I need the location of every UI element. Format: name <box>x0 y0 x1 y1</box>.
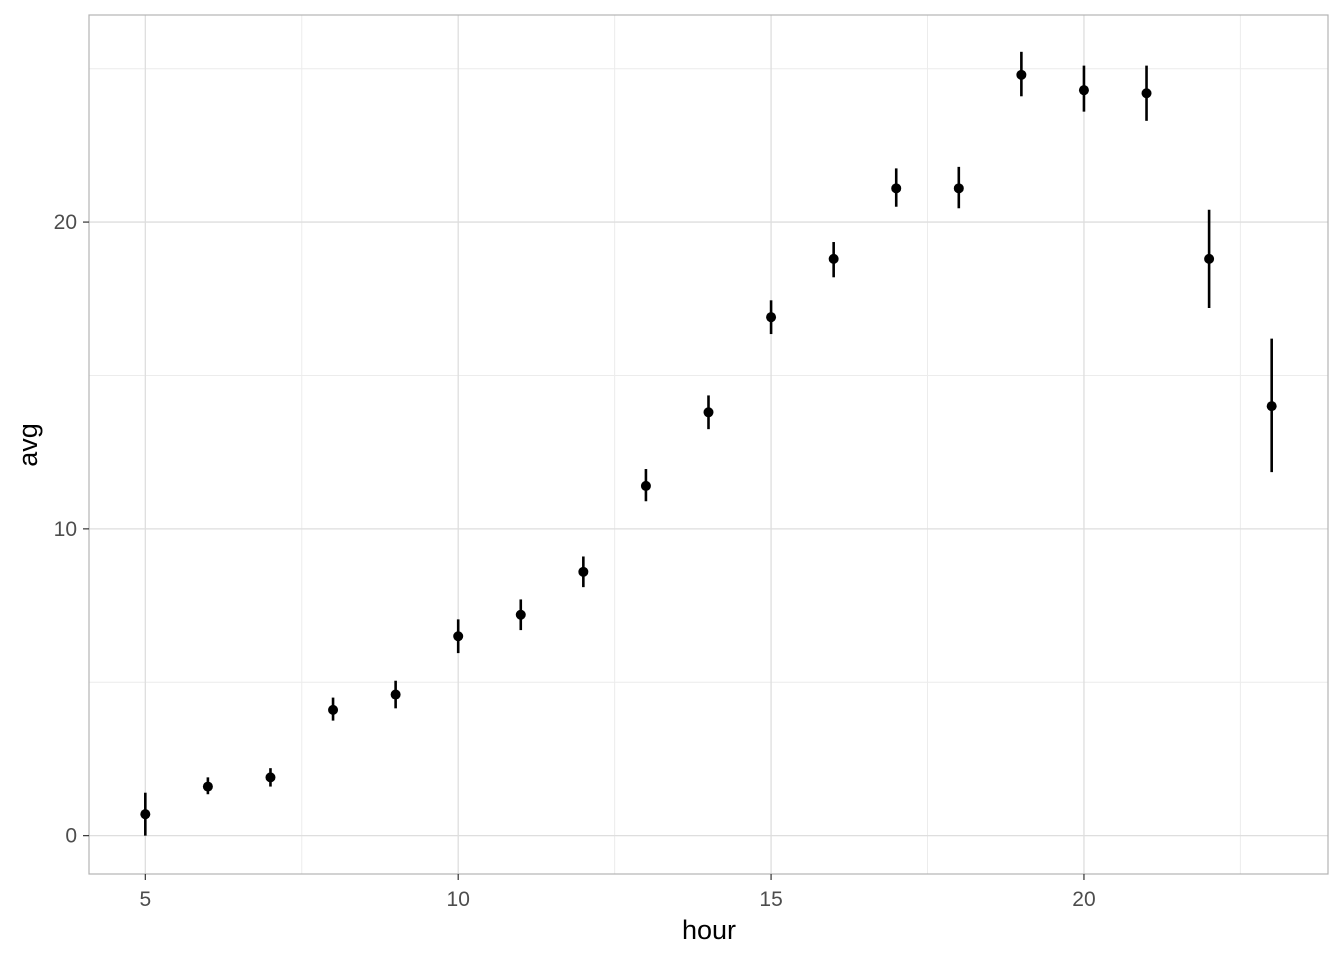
y-tick-label: 0 <box>65 825 77 848</box>
data-point <box>1266 401 1277 412</box>
data-point <box>1141 88 1152 99</box>
data-point <box>390 689 401 700</box>
data-point <box>1204 253 1215 264</box>
axis-ticks <box>83 221 1085 880</box>
grid-major-lines <box>89 15 1328 874</box>
y-tick-label: 10 <box>54 518 77 541</box>
x-tick-label: 10 <box>447 888 470 911</box>
data-point <box>640 480 651 491</box>
x-tick-label: 15 <box>759 888 782 911</box>
data-point <box>515 609 526 620</box>
data-point <box>891 183 902 194</box>
panel-border <box>88 14 1329 875</box>
data-point <box>202 781 213 792</box>
x-axis-title: hour <box>682 915 736 945</box>
data-point <box>265 772 276 783</box>
data-point <box>1016 69 1027 80</box>
x-tick-label: 5 <box>139 888 151 911</box>
grid-minor-lines <box>89 15 1328 874</box>
tick-labels: 5 10 15 20 0 10 20 <box>54 211 1096 911</box>
data-point <box>1078 85 1089 96</box>
x-tick-label: 20 <box>1072 888 1095 911</box>
data-point <box>140 809 151 820</box>
data-point <box>766 312 777 323</box>
data-point <box>453 631 464 642</box>
data-point <box>953 183 964 194</box>
data-point <box>703 407 714 418</box>
data-point <box>828 253 839 264</box>
y-axis-title: avg <box>13 423 43 467</box>
data-marks <box>140 51 1277 836</box>
data-point <box>578 566 589 577</box>
y-tick-label: 20 <box>54 211 77 234</box>
data-point <box>328 704 339 715</box>
